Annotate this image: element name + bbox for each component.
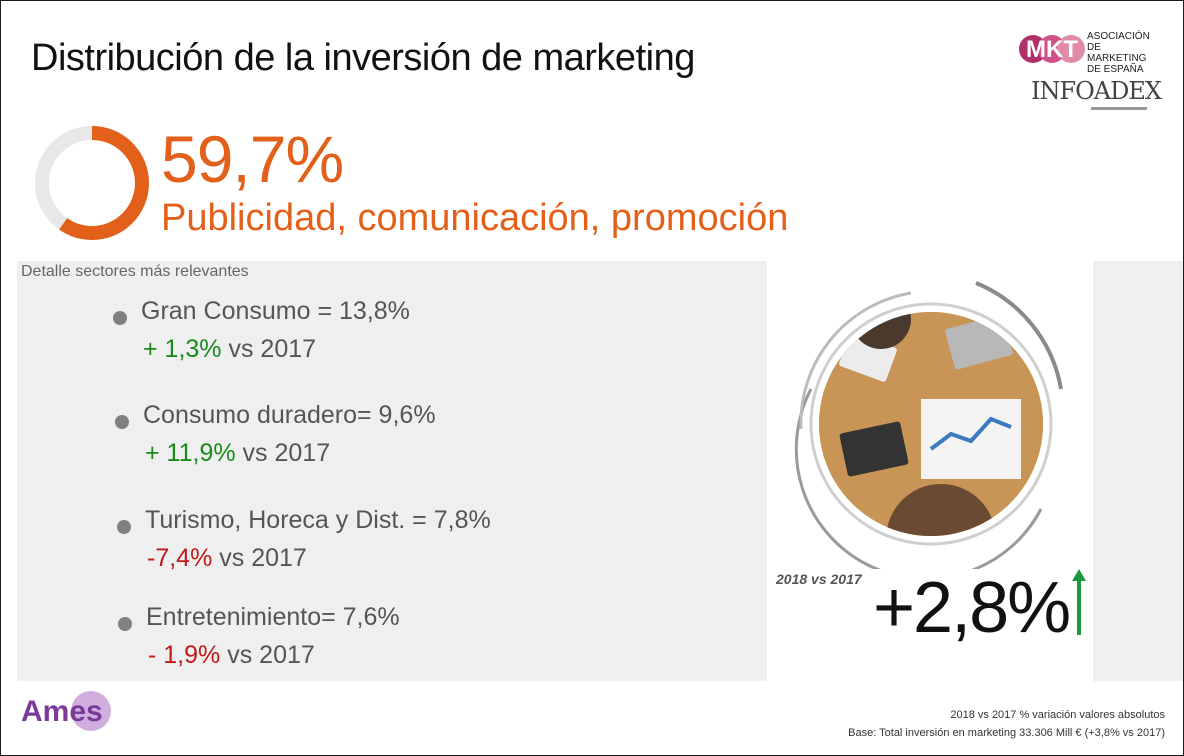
highlight-value: 59,7% [161, 122, 344, 196]
bullet-icon [117, 520, 131, 534]
sector-change-suffix: vs 2017 [228, 335, 317, 363]
infoadex-logo: INFOADEX [1031, 77, 1162, 105]
page-title: Distribución de la inversión de marketin… [31, 37, 695, 79]
meeting-photo [794, 281, 1063, 569]
svg-text:Ames: Ames [21, 695, 103, 728]
growth-value: +2,8% [873, 568, 1071, 648]
sector-change-line: - 1,9% vs 2017 [148, 641, 315, 670]
sector-change-suffix: vs 2017 [227, 641, 315, 669]
sector-name: Turismo, Horeca y Dist. = 7,8% [145, 506, 491, 534]
bullet-icon [118, 617, 132, 631]
sector-change: + 1,3% [143, 335, 222, 363]
infoadex-underline [1091, 107, 1147, 110]
highlight-label: Publicidad, comunicación, promoción [161, 197, 789, 239]
share-arc [35, 126, 149, 240]
sectors-label: Detalle sectores más relevantes [21, 263, 249, 280]
share-donut [35, 126, 149, 240]
sector-name: Consumo duradero= 9,6% [143, 401, 436, 429]
ames-logo: Ames [21, 691, 111, 731]
sector-change-suffix: vs 2017 [219, 544, 307, 572]
mkt-logo: MKT [1019, 35, 1085, 63]
sector-name: Gran Consumo = 13,8% [141, 297, 410, 325]
bullet-icon [115, 415, 129, 429]
sector-change-suffix: vs 2017 [242, 439, 331, 467]
side-panel [1093, 261, 1183, 681]
footnote-variation: 2018 vs 2017 % variación valores absolut… [950, 709, 1165, 721]
arrow-up-icon [1072, 569, 1086, 635]
logos: MKT ASOCIACIÓN DE MARKETING DE ESPAÑA IN… [1011, 25, 1162, 120]
sectors-panel [17, 261, 767, 681]
mkt-association-text: ASOCIACIÓN DE MARKETING DE ESPAÑA [1087, 31, 1150, 75]
sector-change-line: -7,4% vs 2017 [147, 544, 307, 573]
svg-text:MKT: MKT [1026, 36, 1078, 63]
sector-change: -7,4% [147, 544, 213, 572]
sector-change: - 1,9% [148, 641, 221, 669]
sector-change-line: + 1,3% vs 2017 [143, 335, 316, 364]
sector-change-line: + 11,9% vs 2017 [145, 439, 330, 468]
sector-change: + 11,9% [145, 439, 236, 467]
footnote-base: Base: Total inversión en marketing 33.30… [848, 727, 1165, 739]
bullet-icon [113, 311, 127, 325]
sector-name: Entretenimiento= 7,6% [146, 603, 400, 631]
growth-period: 2018 vs 2017 [776, 571, 862, 587]
